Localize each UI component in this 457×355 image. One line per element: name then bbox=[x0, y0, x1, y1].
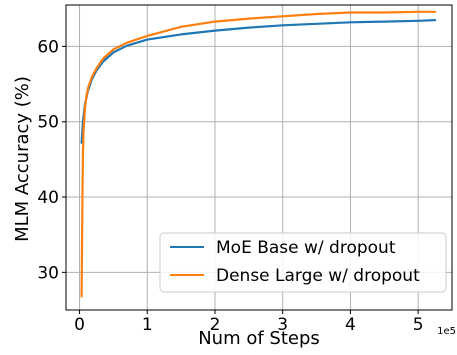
x-tick-label: 0 bbox=[74, 315, 85, 335]
legend-label-dense-large: Dense Large w/ dropout bbox=[216, 266, 420, 286]
series-line-0 bbox=[80, 19, 437, 144]
x-tick-label: 3 bbox=[277, 315, 288, 335]
grid bbox=[66, 5, 452, 310]
x-tick-label: 4 bbox=[345, 315, 356, 335]
y-tick-label: 30 bbox=[37, 263, 59, 283]
legend: MoE Base w/ dropout Dense Large w/ dropo… bbox=[159, 232, 447, 293]
x-tick-label: 5 bbox=[413, 315, 424, 335]
x-axis-label: Num of Steps bbox=[198, 328, 320, 349]
series-line-1 bbox=[80, 10, 437, 298]
series-lines bbox=[80, 10, 437, 298]
y-tick-label: 60 bbox=[37, 37, 59, 57]
plot-frame bbox=[65, 4, 453, 311]
axis-ticks: 0 1 2 3 4 5 30 40 50 60 bbox=[37, 37, 423, 335]
x-offset-label: 1e5 bbox=[437, 326, 456, 337]
y-axis-label: MLM Accuracy (%) bbox=[12, 76, 33, 242]
y-tick-label: 40 bbox=[37, 188, 59, 208]
x-tick-label: 2 bbox=[210, 315, 221, 335]
legend-label-moe-base: MoE Base w/ dropout bbox=[216, 238, 396, 258]
legend-box bbox=[159, 232, 447, 293]
x-tick-label: 1 bbox=[142, 315, 153, 335]
y-tick-label: 50 bbox=[37, 113, 59, 133]
